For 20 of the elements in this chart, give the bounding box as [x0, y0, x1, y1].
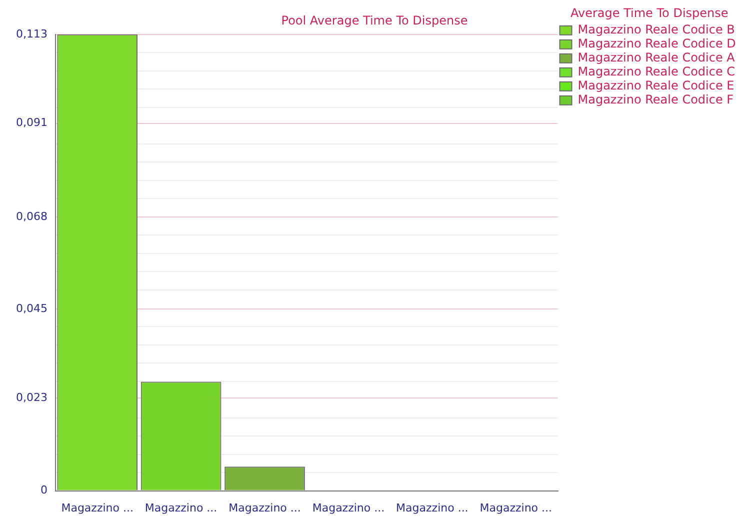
y-tick-label: 0,091 — [16, 116, 48, 130]
chart-title: Pool Average Time To Dispense — [281, 13, 468, 28]
legend-label: Magazzino Reale Codice B — [578, 22, 735, 37]
y-tick-label: 0 — [40, 484, 48, 497]
y-tick-label: 0,045 — [16, 302, 48, 315]
legend-label: Magazzino Reale Codice D — [578, 36, 736, 51]
x-tick-label: Magazzino ... — [396, 501, 468, 514]
x-tick-label: Magazzino ... — [61, 501, 134, 514]
x-tick-label: Magazzino ... — [228, 501, 301, 514]
y-tick-label: 0,068 — [16, 210, 48, 223]
x-tick-label: Magazzino ... — [480, 501, 552, 514]
y-tick-label: 0,023 — [16, 390, 48, 404]
legend-title: Average Time To Dispense — [570, 6, 728, 20]
y-tick-label: 0,113 — [16, 27, 48, 40]
legend-label: Magazzino Reale Codice C — [578, 64, 736, 79]
x-tick-label: Magazzino ... — [312, 501, 385, 514]
legend-label: Magazzino Reale Codice A — [578, 50, 736, 65]
x-tick-label: Magazzino ... — [144, 501, 218, 514]
legend-label: Magazzino Reale Codice F — [578, 92, 734, 107]
legend-label: Magazzino Reale Codice E — [578, 78, 734, 93]
